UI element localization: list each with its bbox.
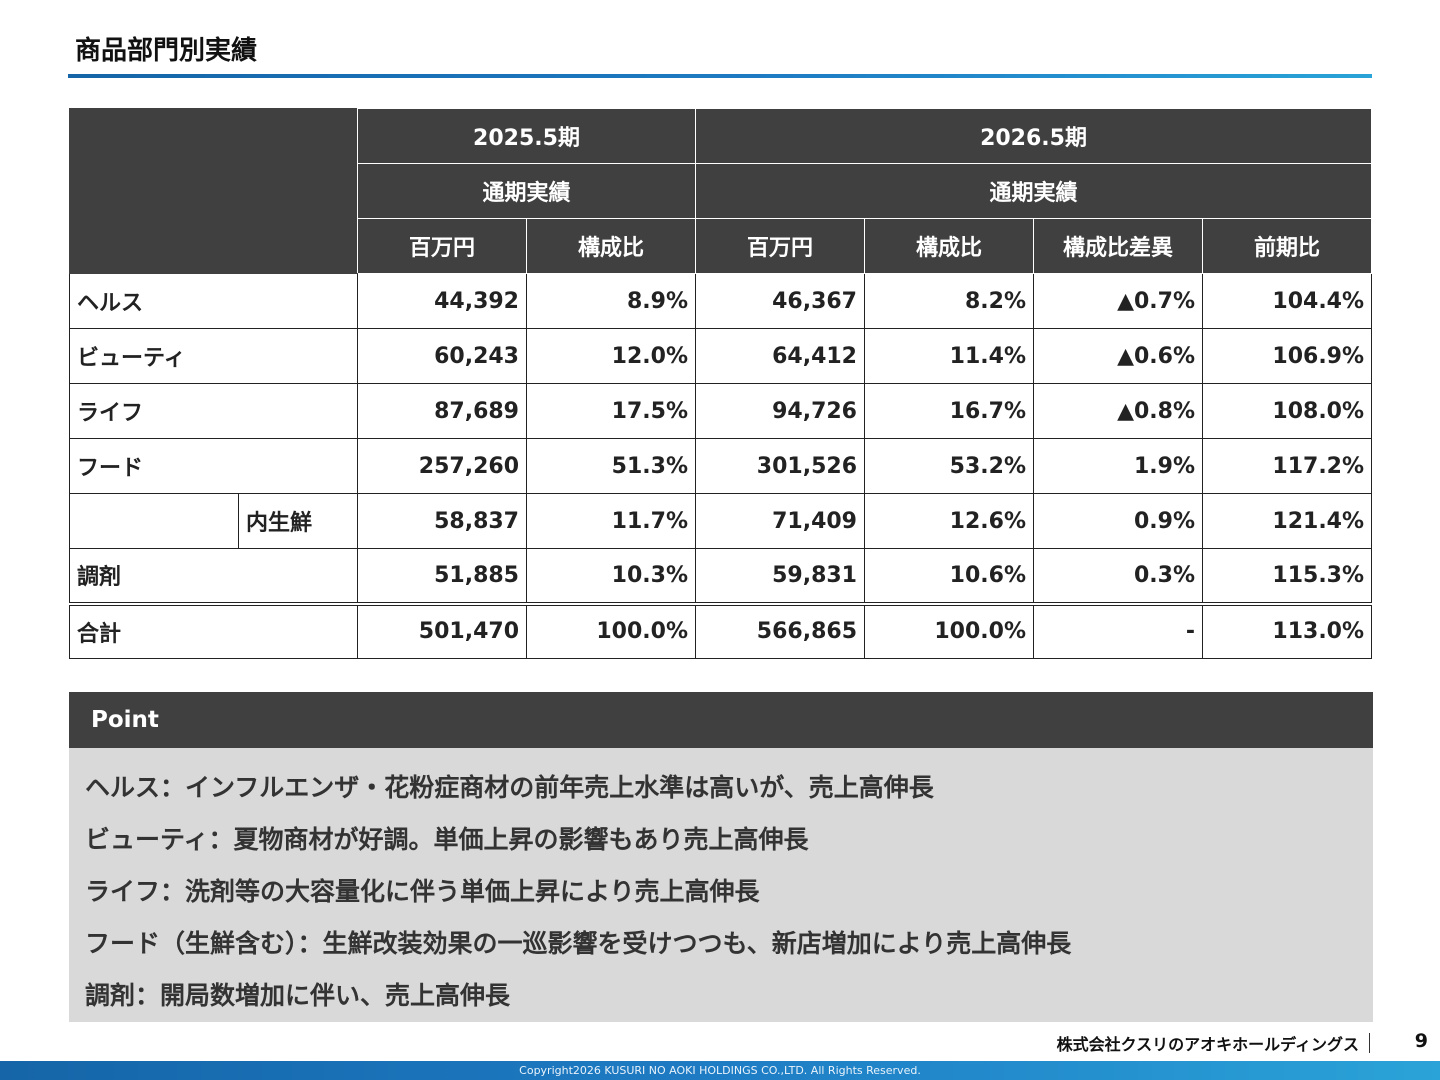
- company-name: 株式会社クスリのアオキホールディングス: [1056, 1035, 1359, 1054]
- point-item: ビューティ：夏物商材が好調。単価上昇の影響もあり売上高伸長: [85, 825, 809, 854]
- total-prev-ratio: 100.0%: [526, 601, 696, 659]
- point-item: ライフ：洗剤等の大容量化に伴う単価上昇により売上高伸長: [85, 877, 760, 906]
- category-performance-table: 2025.5期 2026.5期 通期実績 通期実績 百万円 構成比 百万円 構成…: [69, 108, 1373, 659]
- table-row: フード 257,260 51.3% 301,526 53.2% 1.9% 117…: [69, 438, 1373, 494]
- cell-ratio-diff: ▲0.7%: [1033, 273, 1203, 329]
- table-row-total: 合計 501,470 100.0% 566,865 100.0% - 113.0…: [69, 601, 1373, 659]
- cell-prev-ratio: 11.7%: [526, 493, 696, 549]
- copyright-text: Copyright2026 KUSURI NO AOKI HOLDINGS CO…: [519, 1064, 921, 1077]
- table-row: ライフ 87,689 17.5% 94,726 16.7% ▲0.8% 108.…: [69, 383, 1373, 439]
- cell-prev-ratio: 8.9%: [526, 273, 696, 329]
- cell-ratio-diff: ▲0.6%: [1033, 328, 1203, 384]
- cell-prev-amount: 58,837: [357, 493, 527, 549]
- footer-divider: [1369, 1033, 1370, 1053]
- row-label: フード: [69, 438, 358, 494]
- total-yoy: 113.0%: [1201, 601, 1373, 659]
- cell-curr-ratio: 8.2%: [864, 273, 1034, 329]
- cell-ratio-diff: 0.9%: [1033, 493, 1203, 549]
- cell-curr-ratio: 11.4%: [864, 328, 1034, 384]
- cell-yoy: 104.4%: [1201, 273, 1373, 329]
- cell-yoy: 121.4%: [1201, 493, 1373, 549]
- cell-prev-ratio: 12.0%: [526, 328, 696, 384]
- cell-curr-amount: 94,726: [695, 383, 865, 439]
- header-corner: [69, 108, 358, 274]
- point-list: ヘルス：インフルエンザ・花粉症商材の前年売上水準は高いが、売上高伸長 ビューティ…: [69, 748, 1373, 1022]
- cell-curr-ratio: 12.6%: [864, 493, 1034, 549]
- cell-curr-amount: 301,526: [695, 438, 865, 494]
- table-row: 調剤 51,885 10.3% 59,831 10.6% 0.3% 115.3%: [69, 548, 1373, 604]
- cell-ratio-diff: 0.3%: [1033, 548, 1203, 604]
- total-prev-amount: 501,470: [357, 601, 527, 659]
- row-label: ビューティ: [69, 328, 358, 384]
- cell-prev-amount: 44,392: [357, 273, 527, 329]
- table-row-sub: 内生鮮 58,837 11.7% 71,409 12.6% 0.9% 121.4…: [69, 493, 1373, 549]
- row-label: 内生鮮: [238, 493, 358, 549]
- header-sub-curr: 通期実績: [694, 163, 1373, 219]
- cell-ratio-diff: 1.9%: [1033, 438, 1203, 494]
- cell-curr-ratio: 53.2%: [864, 438, 1034, 494]
- table-row: ビューティ 60,243 12.0% 64,412 11.4% ▲0.6% 10…: [69, 328, 1373, 384]
- copyright-bar: Copyright2026 KUSURI NO AOKI HOLDINGS CO…: [0, 1061, 1440, 1080]
- cell-curr-amount: 46,367: [695, 273, 865, 329]
- cell-curr-ratio: 10.6%: [864, 548, 1034, 604]
- point-heading: Point: [69, 692, 1373, 748]
- point-item: 調剤：開局数増加に伴い、売上高伸長: [85, 981, 511, 1010]
- page-number: 9: [1414, 1030, 1428, 1052]
- cell-yoy: 106.9%: [1201, 328, 1373, 384]
- row-label: ヘルス: [69, 273, 358, 329]
- col-header-prev-amount: 百万円: [357, 218, 527, 274]
- cell-curr-amount: 71,409: [695, 493, 865, 549]
- sub-row-indent: [69, 493, 239, 549]
- point-box: Point ヘルス：インフルエンザ・花粉症商材の前年売上水準は高いが、売上高伸長…: [69, 692, 1373, 1022]
- point-item: フード（生鮮含む）：生鮮改装効果の一巡影響を受けつつも、新店増加により売上高伸長: [85, 929, 1072, 958]
- page-title: 商品部門別実績: [75, 36, 258, 66]
- cell-ratio-diff: ▲0.8%: [1033, 383, 1203, 439]
- total-label: 合計: [69, 601, 358, 659]
- cell-prev-ratio: 51.3%: [526, 438, 696, 494]
- cell-curr-amount: 59,831: [695, 548, 865, 604]
- total-ratio-diff: -: [1033, 601, 1203, 659]
- total-curr-amount: 566,865: [695, 601, 865, 659]
- cell-prev-ratio: 17.5%: [526, 383, 696, 439]
- cell-prev-ratio: 10.3%: [526, 548, 696, 604]
- cell-curr-ratio: 16.7%: [864, 383, 1034, 439]
- row-label: ライフ: [69, 383, 358, 439]
- cell-yoy: 115.3%: [1201, 548, 1373, 604]
- cell-prev-amount: 87,689: [357, 383, 527, 439]
- col-header-ratio-diff: 構成比差異: [1033, 218, 1203, 274]
- title-underline: [68, 74, 1372, 78]
- header-sub-prev: 通期実績: [357, 163, 696, 219]
- col-header-yoy: 前期比: [1201, 218, 1373, 274]
- cell-curr-amount: 64,412: [695, 328, 865, 384]
- cell-prev-amount: 257,260: [357, 438, 527, 494]
- cell-yoy: 117.2%: [1201, 438, 1373, 494]
- cell-yoy: 108.0%: [1201, 383, 1373, 439]
- col-header-curr-amount: 百万円: [695, 218, 865, 274]
- col-header-curr-ratio: 構成比: [864, 218, 1034, 274]
- header-period-prev: 2025.5期: [357, 108, 696, 164]
- col-header-prev-ratio: 構成比: [526, 218, 696, 274]
- cell-prev-amount: 51,885: [357, 548, 527, 604]
- point-item: ヘルス：インフルエンザ・花粉症商材の前年売上水準は高いが、売上高伸長: [85, 773, 934, 802]
- company-logo: 株式会社クスリのアオキホールディングス: [1057, 1031, 1382, 1055]
- row-label: 調剤: [69, 548, 358, 604]
- table-row: ヘルス 44,392 8.9% 46,367 8.2% ▲0.7% 104.4%: [69, 273, 1373, 329]
- total-curr-ratio: 100.0%: [864, 601, 1034, 659]
- header-period-curr: 2026.5期: [694, 108, 1373, 164]
- cell-prev-amount: 60,243: [357, 328, 527, 384]
